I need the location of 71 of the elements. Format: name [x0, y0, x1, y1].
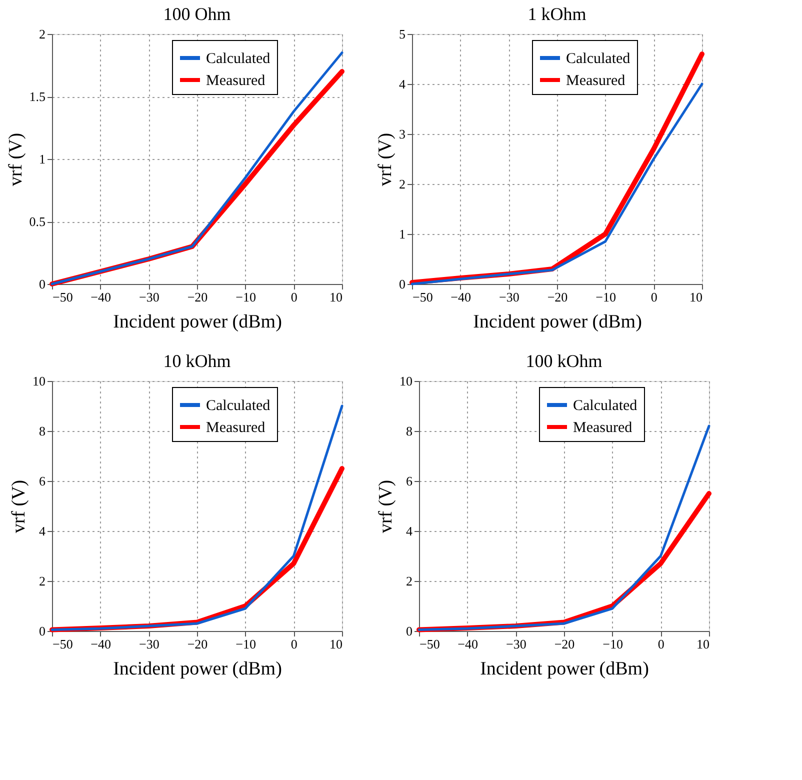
legend-label: Measured [566, 73, 626, 89]
x-axis-title: Incident power (dBm) [113, 658, 282, 680]
x-tick-label: −40 [90, 636, 112, 652]
y-tick-label: 1.5 [29, 89, 46, 104]
legend-label: Calculated [206, 398, 271, 414]
y-axis-title: vrf (V) [376, 480, 396, 534]
y-tick-label: 4 [399, 76, 406, 92]
y-tick-label: 0.5 [29, 214, 46, 229]
x-tick-label: −40 [450, 290, 472, 304]
x-tick-label: −30 [138, 290, 160, 304]
y-tick-label: 6 [39, 474, 46, 488]
y-tick-label: 2 [399, 176, 406, 192]
legend-label: Measured [206, 420, 266, 436]
x-axis-title: Incident power (dBm) [113, 312, 282, 332]
x-tick-label: 10 [696, 636, 710, 652]
y-tick-label: 8 [39, 424, 46, 438]
x-tick-label: −50 [412, 290, 433, 304]
x-tick-label: −10 [596, 290, 616, 304]
x-tick-label: −50 [52, 290, 73, 304]
x-tick-label: −40 [458, 636, 478, 652]
y-tick-label: 1 [399, 226, 406, 242]
x-tick-label: 10 [330, 636, 342, 652]
y-tick-label: 1 [39, 152, 46, 166]
x-tick-label: 10 [330, 290, 342, 304]
y-tick-label: 0 [399, 276, 406, 292]
y-tick-label: 10 [400, 374, 412, 388]
y-tick-label: 0 [39, 624, 46, 638]
x-tick-label: 0 [650, 290, 658, 304]
y-tick-label: 10 [32, 374, 46, 388]
legend-label: Measured [573, 420, 633, 436]
y-tick-label: 4 [406, 524, 413, 538]
x-axis-title: Incident power (dBm) [480, 658, 649, 680]
x-tick-label: 0 [658, 636, 664, 652]
y-tick-label: 2 [39, 574, 46, 588]
y-tick-label: 8 [406, 424, 412, 438]
x-tick-label: 0 [290, 290, 298, 304]
legend-label: Measured [206, 73, 266, 89]
y-tick-label: 2 [39, 26, 46, 42]
x-tick-label: −20 [187, 636, 208, 652]
x-tick-label: −30 [506, 636, 526, 652]
x-tick-label: −10 [236, 636, 256, 652]
x-tick-label: −20 [554, 636, 575, 652]
x-tick-label: −50 [52, 636, 73, 652]
x-tick-label: −20 [187, 290, 208, 304]
x-tick-label: −50 [420, 636, 440, 652]
y-tick-label: 3 [399, 126, 406, 142]
legend-label: Calculated [573, 398, 638, 414]
x-axis-title: Incident power (dBm) [473, 312, 642, 332]
x-tick-label: −30 [498, 290, 520, 304]
y-tick-label: 5 [399, 26, 406, 42]
x-tick-label: 0 [290, 636, 298, 652]
chart-title: 100 kOhm [526, 351, 602, 371]
x-tick-label: −30 [138, 636, 160, 652]
y-axis-title: vrf (V) [8, 480, 30, 534]
y-tick-label: 0 [39, 276, 46, 292]
y-axis-title: vrf (V) [5, 132, 26, 186]
x-tick-label: −20 [547, 290, 568, 304]
chart-title: 1 kOhm [528, 4, 586, 24]
legend-label: Calculated [566, 51, 631, 67]
chart-title: 100 Ohm [163, 4, 231, 24]
x-tick-label: 10 [690, 290, 702, 304]
x-tick-label: −10 [236, 290, 256, 304]
x-tick-label: −40 [90, 290, 112, 304]
y-tick-label: 0 [406, 624, 412, 638]
x-tick-label: −10 [602, 636, 624, 652]
chart-title: 10 kOhm [163, 351, 231, 371]
y-axis-title: vrf (V) [375, 132, 396, 186]
y-tick-label: 6 [406, 474, 413, 488]
y-tick-label: 2 [406, 574, 412, 588]
y-tick-label: 4 [39, 524, 46, 538]
legend-label: Calculated [206, 51, 271, 67]
